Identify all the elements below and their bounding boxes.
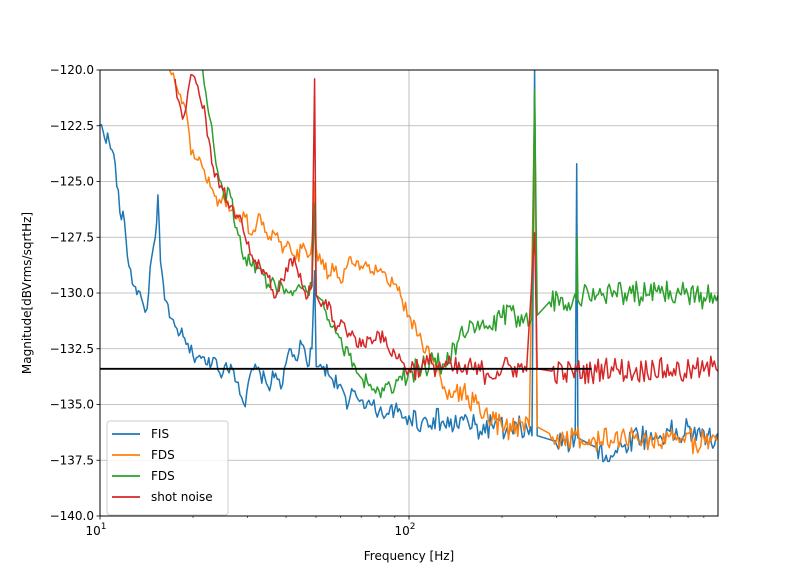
x-tick-label: 101 [85, 522, 106, 538]
legend-box [106, 420, 229, 516]
y-tick-label: −125.0 [50, 175, 94, 189]
y-tick-label: −135.0 [50, 398, 94, 412]
y-tick-label: −132.5 [50, 342, 94, 356]
y-tick-label: −130.0 [50, 286, 94, 300]
legend: FIS FDS FDS shot noise [106, 420, 229, 516]
legend-entry: FIS [151, 427, 169, 441]
y-tick-label: −140.0 [50, 509, 94, 523]
series-line [168, 70, 718, 455]
x-axis-label: Frequency [Hz] [364, 549, 455, 563]
y-tick-label: −120.0 [50, 63, 94, 77]
legend-entry: shot noise [151, 490, 213, 504]
axis-ticks: −120.0 −122.5 −125.0 −127.5 −130.0 −132.5 −135… [50, 63, 705, 538]
x-tick-exponent: 2 [410, 522, 416, 532]
legend-entry: FDS [151, 469, 175, 483]
x-tick-exponent: 1 [101, 522, 107, 532]
plot-area [100, 70, 718, 463]
x-tick-base: 10 [85, 524, 100, 538]
series-line [201, 70, 718, 399]
y-tick-label: −122.5 [50, 119, 94, 133]
series-layer [100, 70, 718, 463]
y-tick-label: −127.5 [50, 230, 94, 244]
x-tick-base: 10 [394, 524, 409, 538]
series-line [174, 73, 718, 386]
y-tick-label: −137.5 [50, 453, 94, 467]
y-axis-label: Magnitude[dBVrms/sqrtHz] [20, 212, 34, 374]
legend-entry: FDS [151, 448, 175, 462]
x-tick-label: 102 [394, 522, 415, 538]
